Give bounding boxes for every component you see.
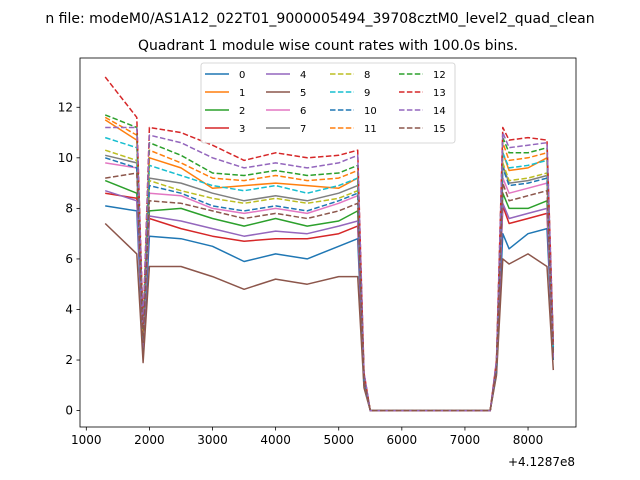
- legend-label-13: 13: [433, 88, 446, 99]
- legend-label-4: 4: [300, 70, 306, 81]
- axes-frame: [79, 57, 577, 428]
- y-tick-label: 8: [65, 201, 73, 215]
- series-line-11: [104, 116, 555, 412]
- x-offset-label: +4.1287e8: [508, 455, 575, 469]
- series-line-15: [105, 172, 555, 412]
- legend-label-8: 8: [364, 70, 370, 81]
- legend-label-2: 2: [239, 106, 245, 117]
- legend-label-1: 1: [239, 88, 245, 99]
- legend-box: [200, 62, 456, 144]
- legend-label-11: 11: [364, 124, 377, 135]
- legend-label-10: 10: [364, 106, 377, 117]
- legend-label-6: 6: [300, 106, 306, 117]
- series-line-14: [105, 126, 555, 412]
- x-tick-label: 2000: [134, 433, 165, 447]
- y-axis: 0 2 4 6 8 10 12: [58, 100, 80, 418]
- legend-label-9: 9: [364, 88, 370, 99]
- series-line-5: [104, 222, 555, 412]
- legend-label-5: 5: [300, 88, 306, 99]
- y-tick-label: 10: [58, 151, 73, 165]
- x-tick-label: 5000: [323, 433, 354, 447]
- legend-label-0: 0: [239, 70, 245, 81]
- legend-label-12: 12: [433, 70, 446, 81]
- legend-label-14: 14: [433, 106, 446, 117]
- series-line-10: [104, 157, 555, 412]
- series-line-12: [104, 114, 555, 412]
- chart-title: Quadrant 1 module wise count rates with …: [138, 38, 518, 54]
- x-tick-label: 6000: [387, 433, 418, 447]
- x-tick-label: 1000: [71, 433, 102, 447]
- x-tick-label: 4000: [260, 433, 291, 447]
- legend-label-15: 15: [433, 124, 446, 135]
- legend-label-3: 3: [239, 124, 245, 135]
- y-tick-label: 2: [65, 353, 73, 367]
- x-axis: 1000 2000 3000 4000 5000 6000 7000 8000: [71, 427, 543, 447]
- y-tick-label: 0: [65, 404, 73, 418]
- y-tick-label: 12: [58, 100, 73, 114]
- figure-suptitle: n file: modeM0/AS1A12_022T01_9000005494_…: [45, 11, 594, 27]
- series-line-9: [104, 136, 555, 412]
- x-tick-label: 8000: [513, 433, 544, 447]
- y-tick-label: 6: [65, 252, 73, 266]
- y-tick-label: 4: [65, 302, 73, 316]
- legend-label-7: 7: [300, 124, 306, 135]
- x-tick-label: 7000: [450, 433, 481, 447]
- plot-content: [104, 76, 555, 412]
- x-tick-label: 3000: [197, 433, 228, 447]
